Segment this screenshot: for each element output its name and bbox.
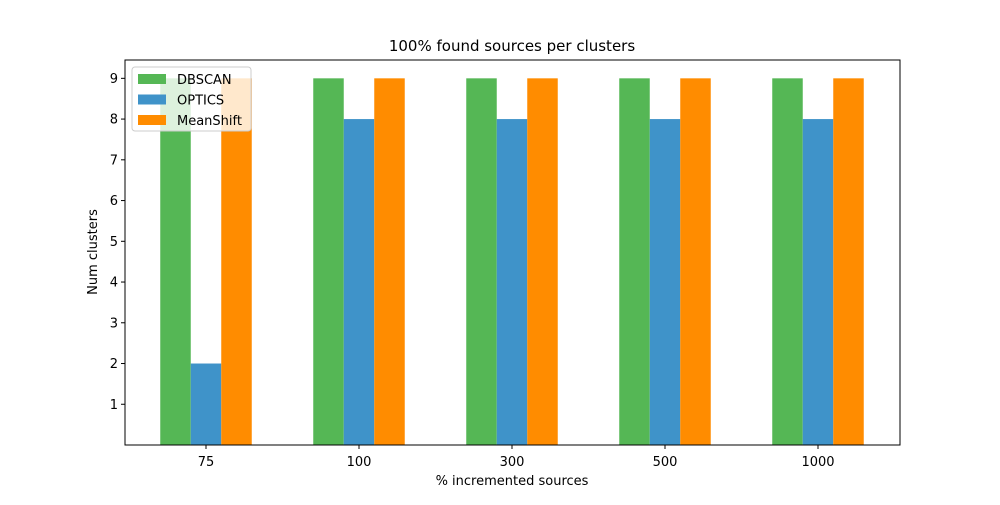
legend: DBSCAN OPTICS MeanShift [131,66,252,132]
bar-optics-75 [190,363,222,445]
y-tick-label: 4 [110,276,118,291]
y-tick-label: 6 [110,194,118,209]
x-tick-label: 100 [347,455,372,470]
x-tick-label: 75 [198,455,215,470]
legend-label-optics: OPTICS [177,94,224,109]
x-axis: 75 100 300 500 1000 [198,445,835,470]
bar-dbscan-500 [619,78,650,445]
bar-meanshift-100 [374,78,405,445]
bar-dbscan-75 [160,78,191,445]
y-tick-label: 7 [110,153,118,168]
bar-optics-300 [496,119,528,445]
bar-dbscan-1000 [772,78,803,445]
legend-label-meanshift: MeanShift [177,114,242,129]
bar-optics-1000 [802,119,834,445]
bar-optics-500 [649,119,681,445]
bars-group [160,78,864,445]
x-axis-label: % incremented sources [436,474,589,489]
bar-meanshift-75 [221,78,252,445]
bar-dbscan-300 [466,78,497,445]
y-tick-label: 8 [110,113,118,128]
y-tick-label: 5 [110,235,118,250]
y-axis: 1 2 3 4 5 6 7 8 9 [110,72,125,413]
x-tick-label: 300 [500,455,525,470]
legend-swatch-optics [138,94,166,105]
bar-meanshift-500 [680,78,711,445]
legend-swatch-dbscan [138,74,166,84]
y-tick-label: 2 [110,357,118,372]
x-tick-label: 500 [653,455,678,470]
bar-optics-100 [343,119,375,445]
bar-dbscan-100 [313,78,344,445]
y-axis-label: Num clusters [86,209,101,295]
legend-label-dbscan: DBSCAN [177,73,232,88]
x-tick-label: 1000 [801,455,834,470]
bar-meanshift-300 [527,78,558,445]
legend-swatch-meanshift [138,115,166,125]
chart-title: 100% found sources per clusters [389,37,636,55]
y-tick-label: 3 [110,316,118,331]
bar-meanshift-1000 [833,78,864,445]
y-tick-label: 9 [110,72,118,87]
y-tick-label: 1 [110,398,118,413]
